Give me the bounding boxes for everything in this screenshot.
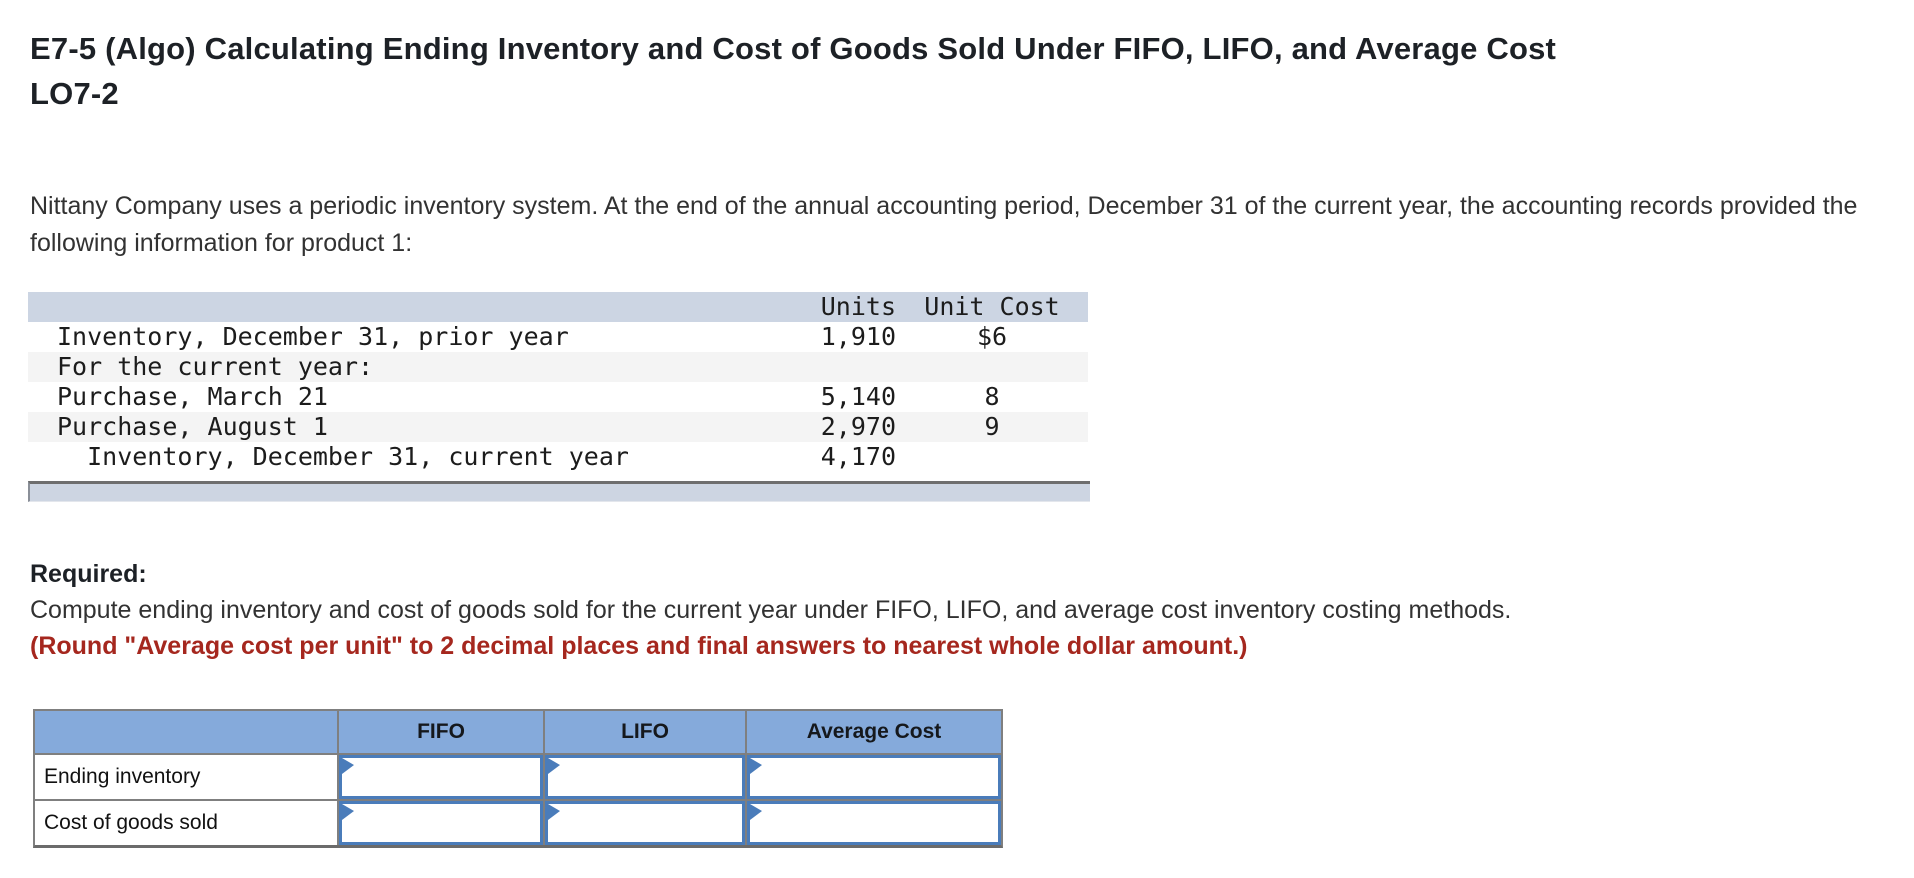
- row-units: 5,140: [820, 382, 896, 411]
- input-cogs-lifo[interactable]: [545, 801, 745, 845]
- column-header-average-cost: Average Cost: [745, 711, 1001, 753]
- row-units: [760, 352, 896, 382]
- table-row-ending-inventory: Inventory, December 31, current year 4,1…: [28, 442, 1088, 472]
- answer-table: FIFO LIFO Average Cost Ending inventory: [33, 709, 1003, 848]
- row-label: Purchase, August 1: [57, 412, 328, 441]
- table-row-beginning-inventory: Inventory, December 31, prior year 1,910…: [28, 322, 1088, 352]
- intro-paragraph: Nittany Company uses a periodic inventor…: [30, 192, 1858, 257]
- inventory-table: Units Unit Cost Inventory, December 31, …: [28, 292, 1088, 472]
- answer-flag-icon: [548, 758, 560, 774]
- column-header-lifo: LIFO: [543, 711, 745, 753]
- cell-cogs-lifo: [543, 801, 745, 845]
- answer-flag-icon: [750, 804, 762, 820]
- input-cogs-fifo[interactable]: [339, 801, 543, 845]
- inventory-header-spacer: [28, 292, 760, 322]
- row-label-cost-of-goods-sold: Cost of goods sold: [44, 811, 218, 834]
- cell-ending-inventory-fifo: [337, 755, 543, 799]
- page-title: E7-5 (Algo) Calculating Ending Inventory…: [30, 26, 1886, 116]
- row-unit-cost: [896, 352, 1088, 382]
- column-header-fifo: FIFO: [337, 711, 543, 753]
- horizontal-scrollbar[interactable]: [28, 481, 1090, 502]
- page-title-line-1: E7-5 (Algo) Calculating Ending Inventory…: [30, 31, 1557, 66]
- row-label: Inventory, December 31, current year: [57, 442, 629, 471]
- cell-cogs-average-cost: [745, 801, 1001, 845]
- answer-row-cost-of-goods-sold: Cost of goods sold: [35, 799, 1001, 845]
- row-units: 4,170: [820, 442, 896, 471]
- answer-flag-icon: [750, 758, 762, 774]
- answer-table-header-row: FIFO LIFO Average Cost: [35, 711, 1001, 753]
- input-ending-inventory-average-cost[interactable]: [747, 755, 1001, 799]
- problem-page: E7-5 (Algo) Calculating Ending Inventory…: [28, 26, 1886, 848]
- required-section: Required: Compute ending inventory and c…: [30, 556, 1886, 664]
- input-ending-inventory-fifo[interactable]: [339, 755, 543, 799]
- row-units: 1,910: [820, 322, 896, 351]
- cell-ending-inventory-average-cost: [745, 755, 1001, 799]
- table-row-purchase-august: Purchase, August 1 2,970 9: [28, 412, 1088, 442]
- row-unit-cost: 9: [984, 412, 1000, 441]
- answer-flag-icon: [342, 804, 354, 820]
- row-unit-cost: $6: [976, 322, 1008, 351]
- cell-cogs-fifo: [337, 801, 543, 845]
- row-unit-cost: [896, 442, 1088, 472]
- units-column-header: Units: [820, 292, 896, 321]
- answer-row-ending-inventory: Ending inventory: [35, 753, 1001, 799]
- page-title-line-2: LO7-2: [30, 76, 119, 111]
- row-label: For the current year:: [57, 352, 374, 381]
- unit-cost-column-header: Unit Cost: [924, 292, 1060, 321]
- answer-flag-icon: [342, 758, 354, 774]
- input-ending-inventory-lifo[interactable]: [545, 755, 745, 799]
- row-label: Inventory, December 31, prior year: [57, 322, 569, 351]
- row-label: Purchase, March 21: [57, 382, 328, 411]
- table-row-purchase-march: Purchase, March 21 5,140 8: [28, 382, 1088, 412]
- required-instruction: Compute ending inventory and cost of goo…: [30, 596, 1512, 624]
- table-row-current-year-heading: For the current year:: [28, 352, 1088, 382]
- input-cogs-average-cost[interactable]: [747, 801, 1001, 845]
- answer-table-corner-cell: [35, 711, 337, 753]
- cell-ending-inventory-lifo: [543, 755, 745, 799]
- answer-flag-icon: [548, 804, 560, 820]
- rounding-note: (Round "Average cost per unit" to 2 deci…: [30, 632, 1248, 660]
- row-units: 2,970: [820, 412, 896, 441]
- row-label-ending-inventory: Ending inventory: [44, 765, 201, 788]
- required-heading: Required:: [30, 560, 147, 588]
- inventory-table-header-row: Units Unit Cost: [28, 292, 1088, 322]
- row-unit-cost: 8: [984, 382, 1000, 411]
